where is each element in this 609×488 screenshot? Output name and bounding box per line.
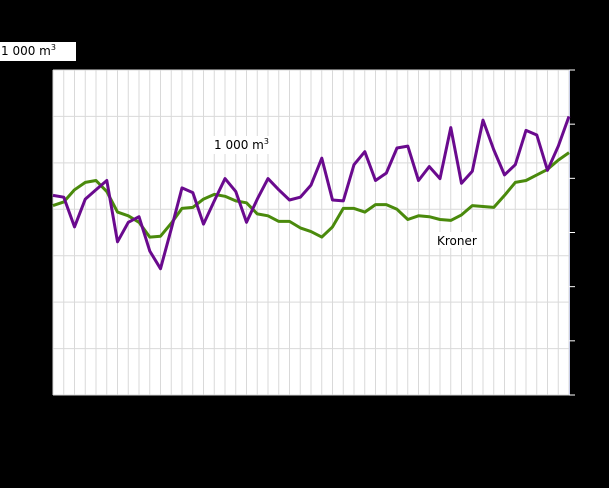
kroner-series-label: Kroner [437, 234, 477, 248]
unit-label-superscript: 3 [50, 43, 56, 52]
y-axis-unit-label: 1 000 m3 [0, 42, 76, 61]
unit-label-text: 1 000 m [1, 44, 51, 58]
right-axis-ticks [569, 69, 575, 396]
volume-series-label: 1 000 m3 [214, 137, 269, 152]
volume-series-line [52, 115, 571, 271]
volume-label-bg [212, 136, 274, 154]
kroner-label-bg [435, 232, 481, 248]
kroner-series-line [52, 151, 570, 239]
